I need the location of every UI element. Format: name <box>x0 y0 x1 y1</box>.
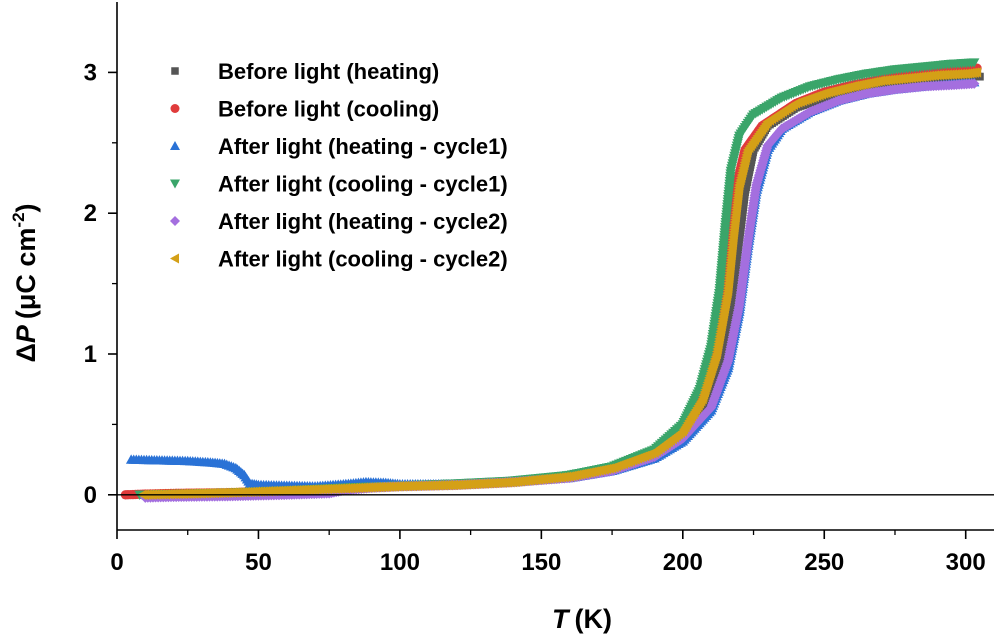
x-tick-label: 250 <box>804 549 844 576</box>
legend-item: After light (heating - cycle1) <box>170 134 508 159</box>
series-2 <box>120 63 982 500</box>
legend-item: After light (cooling - cycle1) <box>170 172 508 197</box>
legend-item: After light (heating - cycle2) <box>170 209 508 234</box>
x-tick-label: 0 <box>110 549 123 576</box>
y-tick-label: 0 <box>84 482 97 509</box>
legend-marker <box>171 67 179 75</box>
x-tick-label: 300 <box>946 549 986 576</box>
y-tick-label: 2 <box>84 200 97 227</box>
series-4 <box>134 58 980 500</box>
y-tick-label: 1 <box>84 341 97 368</box>
legend-marker <box>170 141 180 150</box>
legend-label: After light (cooling - cycle2) <box>218 247 508 272</box>
x-tick-label: 100 <box>380 549 420 576</box>
x-axis-title: T (K) <box>552 604 612 634</box>
data-point <box>971 67 982 78</box>
legend-label: After light (heating - cycle2) <box>218 209 508 234</box>
legend-item: After light (cooling - cycle2) <box>170 247 508 272</box>
legend-label: Before light (cooling) <box>218 97 439 122</box>
data-point <box>968 58 980 68</box>
legend-item: Before light (cooling) <box>170 97 439 122</box>
legend-label: Before light (heating) <box>218 59 439 84</box>
x-tick-label: 200 <box>663 549 703 576</box>
y-tick-label: 3 <box>84 59 97 86</box>
legend-item: Before light (heating) <box>171 59 439 84</box>
x-tick-label: 50 <box>245 549 272 576</box>
legend-marker <box>170 253 179 264</box>
x-tick-label: 150 <box>521 549 561 576</box>
plot-area <box>120 58 984 503</box>
legend-marker <box>170 104 180 113</box>
legend-label: After light (heating - cycle1) <box>218 134 508 159</box>
legend-label: After light (cooling - cycle1) <box>218 172 508 197</box>
legend-marker <box>170 179 180 189</box>
axes: 0 50 100 150 200 250 300 0 1 2 3 <box>84 2 994 576</box>
y-axis-title: ΔP(μC cm-2) <box>9 203 41 362</box>
data-point <box>968 78 980 89</box>
series-6 <box>137 67 982 500</box>
legend: Before light (heating) Before light (cool… <box>170 59 508 272</box>
legend-marker <box>170 216 180 226</box>
